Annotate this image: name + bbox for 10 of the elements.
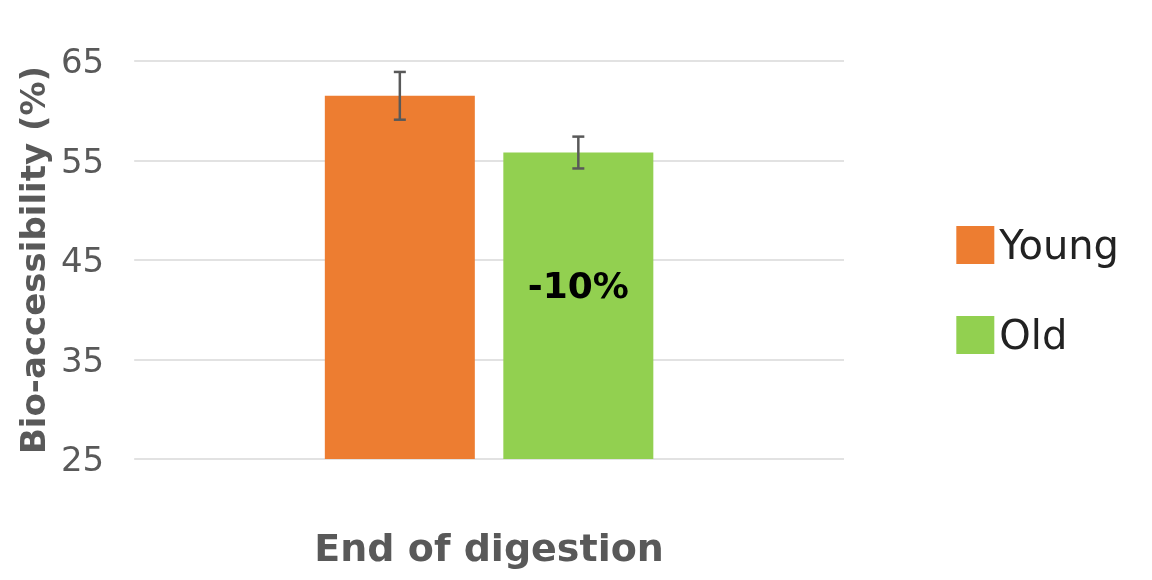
legend-label: Old bbox=[999, 312, 1068, 358]
y-tick-label: 25 bbox=[60, 439, 105, 479]
x-axis-title: End of digestion bbox=[314, 526, 664, 570]
y-tick-label: 45 bbox=[60, 240, 105, 280]
annotation: -10% bbox=[527, 265, 629, 307]
y-axis-title: Bio-accessibility (%) bbox=[13, 65, 53, 455]
y-tick-label: 35 bbox=[60, 339, 105, 380]
y-tick-label: 65 bbox=[60, 41, 105, 81]
y-tick-label: 55 bbox=[60, 140, 105, 181]
legend-label: Young bbox=[998, 222, 1119, 268]
